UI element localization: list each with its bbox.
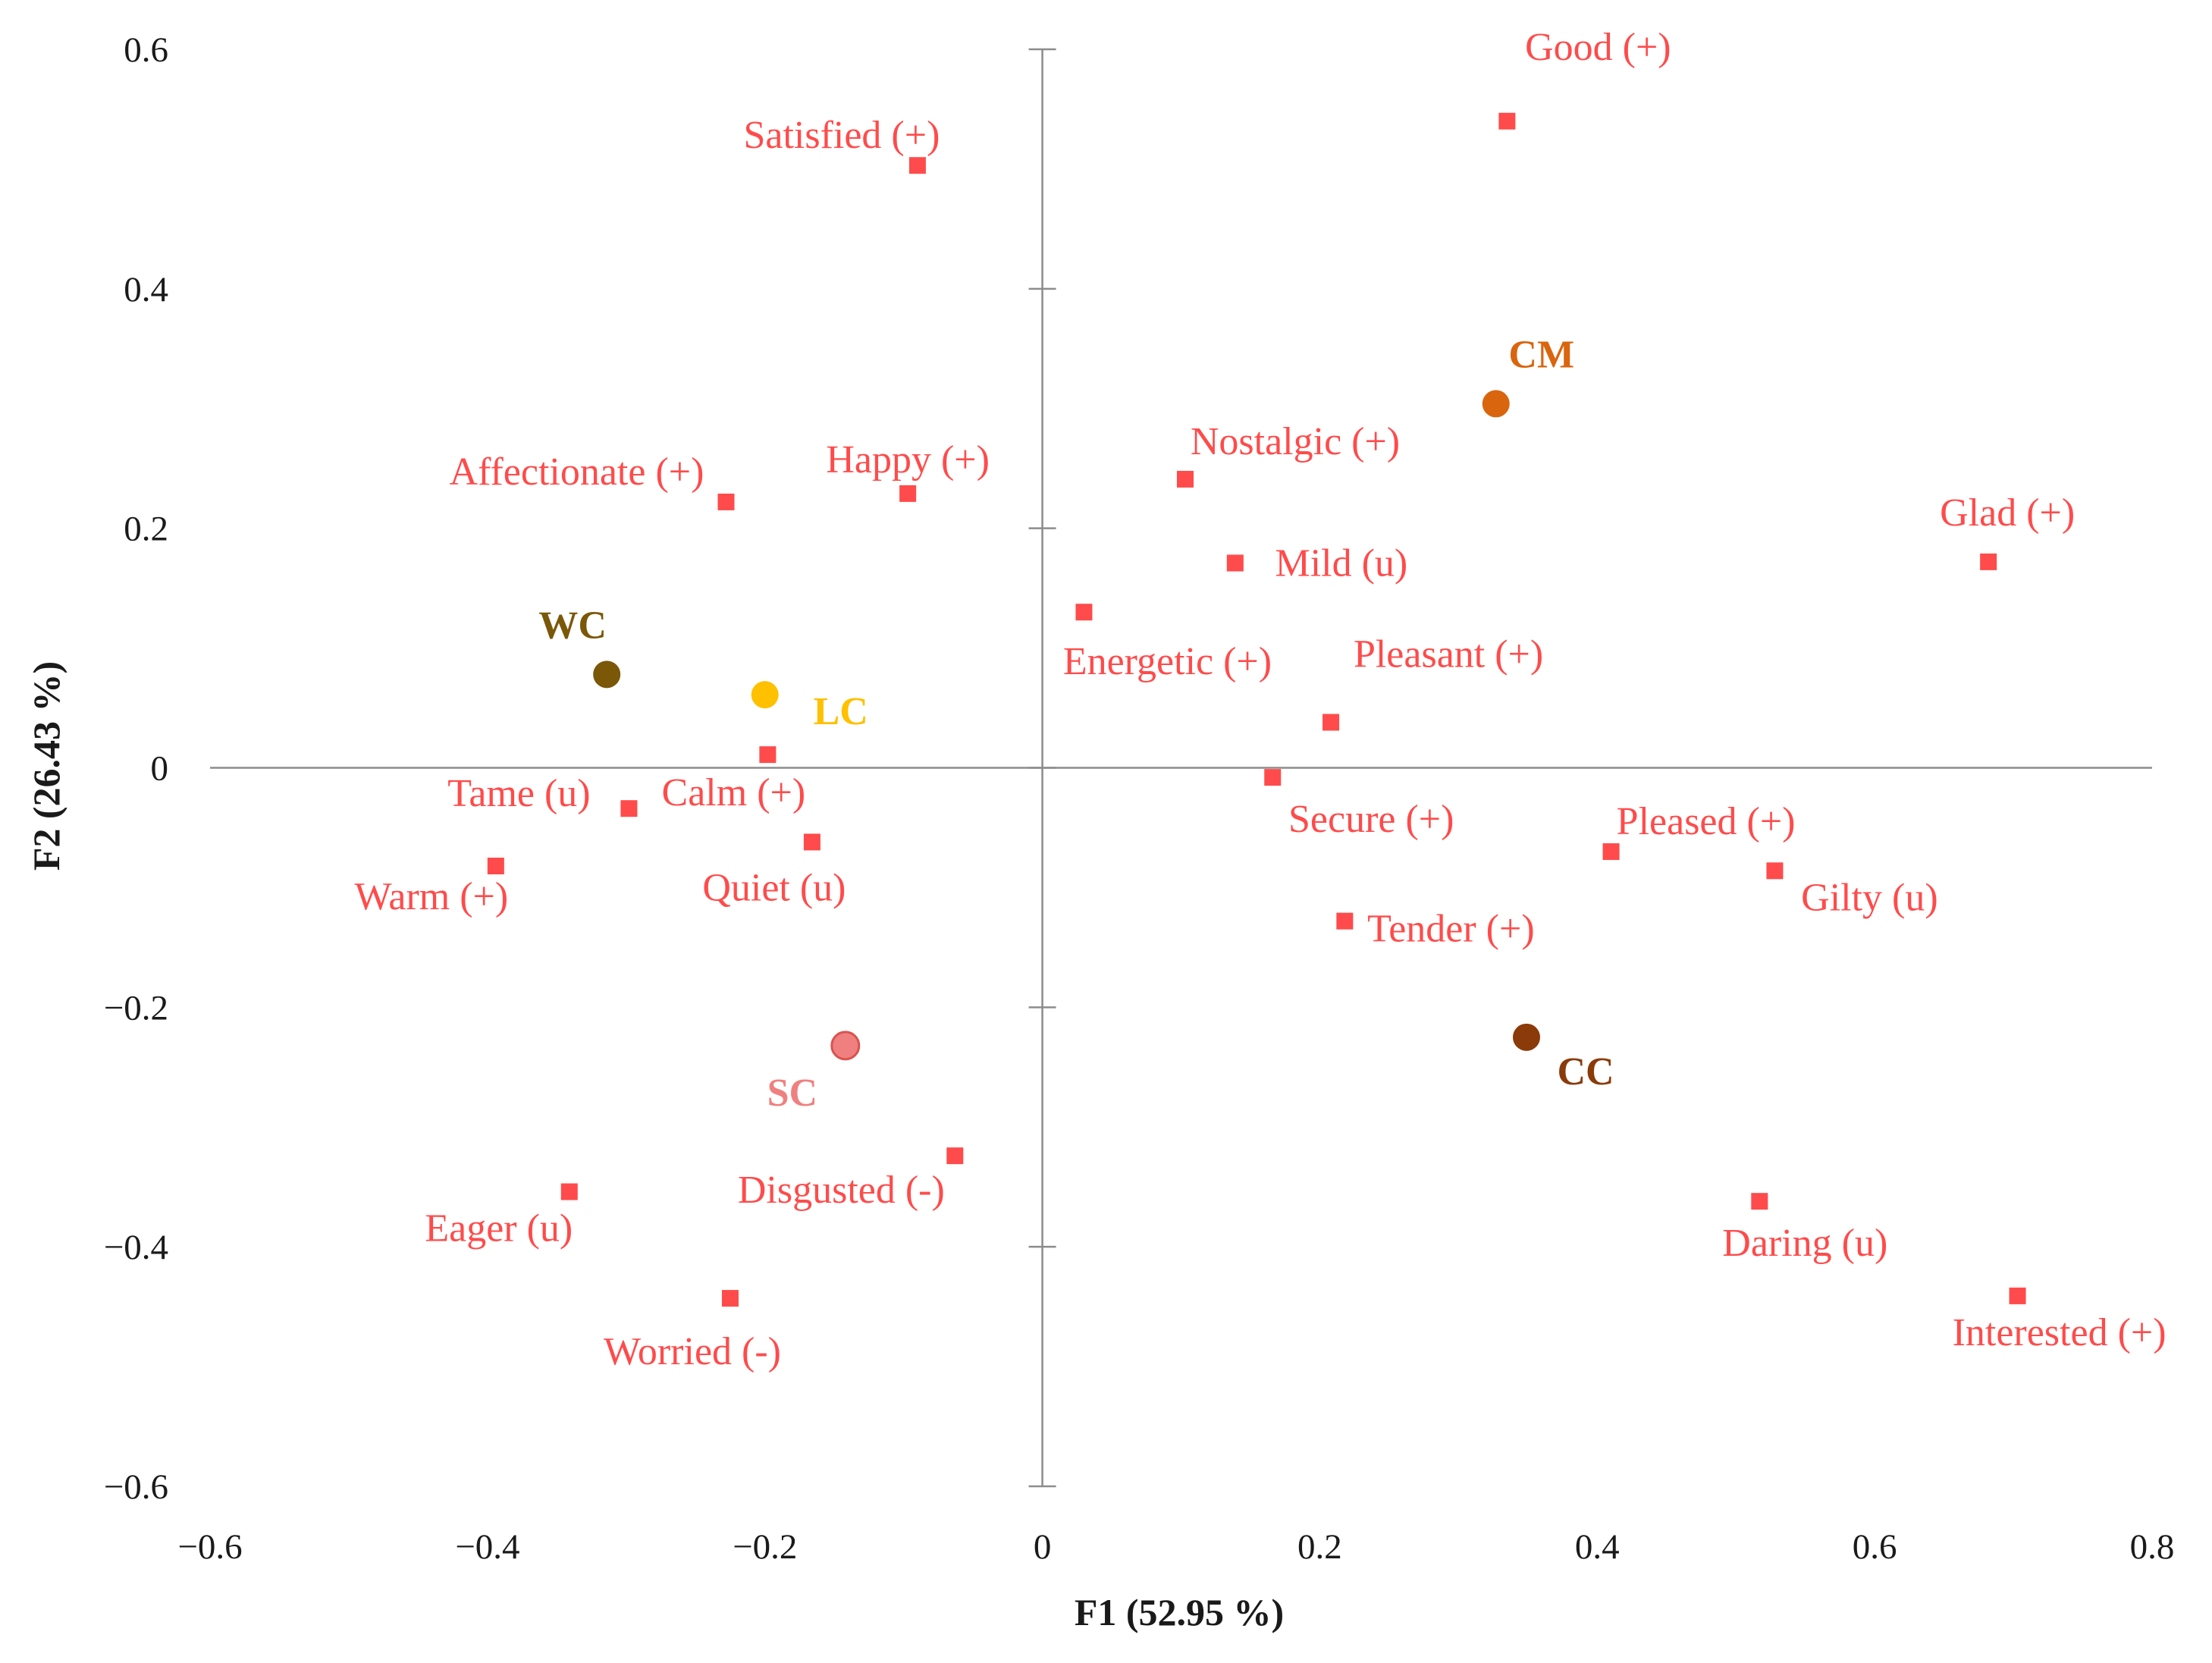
point-calm xyxy=(759,746,777,764)
point-lc xyxy=(751,681,779,709)
point-eager-u xyxy=(560,1183,578,1200)
point-secure xyxy=(1264,769,1282,786)
label-sc: SC xyxy=(767,1072,817,1115)
y-tick-label: 0.6 xyxy=(124,30,168,70)
label-secure: Secure (+) xyxy=(1288,798,1454,841)
label-affectionate: Affectionate (+) xyxy=(450,450,704,494)
label-calm: Calm (+) xyxy=(662,771,806,814)
point-worried xyxy=(721,1290,739,1307)
point-satisfied xyxy=(908,157,926,174)
point-pleasant xyxy=(1322,714,1340,731)
y-tick-label: 0 xyxy=(151,749,169,789)
label-pleased: Pleased (+) xyxy=(1617,800,1796,843)
label-cc: CC xyxy=(1557,1050,1614,1094)
point-sc xyxy=(830,1031,861,1061)
label-quiet-u: Quiet (u) xyxy=(702,866,846,909)
x-tick-label: −0.6 xyxy=(177,1527,242,1567)
point-cc xyxy=(1512,1023,1540,1051)
point-energetic xyxy=(1075,604,1093,621)
label-daring-u: Daring (u) xyxy=(1722,1222,1887,1265)
label-lc: LC xyxy=(814,690,868,733)
y-tick-label: 0.2 xyxy=(124,510,168,549)
label-wc: WC xyxy=(538,604,607,647)
label-warm: Warm (+) xyxy=(354,875,508,918)
label-pleasant: Pleasant (+) xyxy=(1354,632,1543,676)
label-eager-u: Eager (u) xyxy=(425,1207,573,1250)
point-nostalgic xyxy=(1176,470,1194,488)
point-happy xyxy=(899,485,917,502)
label-gilty-u: Gilty (u) xyxy=(1801,876,1938,919)
y-axis-ticks: −0.6 −0.4 −0.2 0 0.2 0.4 0.6 xyxy=(104,30,1056,1507)
label-good: Good (+) xyxy=(1525,26,1671,69)
x-tick-label: −0.2 xyxy=(733,1527,797,1567)
axes xyxy=(210,49,2152,1486)
point-pleased xyxy=(1602,843,1620,861)
label-energetic: Energetic (+) xyxy=(1063,640,1272,683)
point-warm xyxy=(487,857,504,874)
x-tick-label: 0.4 xyxy=(1575,1527,1620,1567)
x-axis-ticks: −0.6 −0.4 −0.2 0 0.2 0.4 0.6 0.8 xyxy=(177,1527,2174,1567)
point-glad xyxy=(1980,553,1997,570)
label-happy: Happy (+) xyxy=(826,438,990,482)
y-tick-label: −0.4 xyxy=(104,1228,168,1267)
y-tick-label: 0.4 xyxy=(124,270,168,309)
point-gilty-u xyxy=(1766,862,1784,880)
data-marks: Good (+) Satisfied (+) Nostalgic (+) Glad (… xyxy=(354,26,2166,1373)
label-satisfied: Satisfied (+) xyxy=(743,114,940,157)
y-tick-label: −0.2 xyxy=(104,988,168,1028)
x-tick-label: 0 xyxy=(1034,1527,1052,1567)
x-axis-title: F1 (52.95 %) xyxy=(1075,1591,1284,1633)
label-glad: Glad (+) xyxy=(1940,491,2075,535)
point-tame-u xyxy=(620,800,638,817)
point-disgusted xyxy=(946,1147,964,1165)
point-wc xyxy=(593,660,621,689)
label-tame-u: Tame (u) xyxy=(447,772,590,815)
y-tick-label: −0.6 xyxy=(104,1467,168,1507)
x-tick-label: 0.2 xyxy=(1297,1527,1342,1567)
label-mild-u: Mild (u) xyxy=(1275,541,1407,585)
x-tick-label: −0.4 xyxy=(455,1527,519,1567)
label-interested: Interested (+) xyxy=(1953,1311,2167,1354)
label-disgusted: Disgusted (-) xyxy=(738,1169,945,1212)
point-cm xyxy=(1482,390,1510,418)
y-axis-title: F2 (26.43 %) xyxy=(25,661,67,871)
label-tender: Tender (+) xyxy=(1367,908,1535,951)
point-quiet-u xyxy=(803,833,820,851)
x-tick-label: 0.8 xyxy=(2130,1527,2175,1567)
label-cm: CM xyxy=(1508,333,1574,376)
label-worried: Worried (-) xyxy=(604,1330,781,1373)
point-interested xyxy=(2009,1287,2026,1304)
point-daring-u xyxy=(1751,1193,1768,1210)
point-mild-u xyxy=(1226,554,1244,572)
point-affectionate xyxy=(717,493,735,510)
label-nostalgic: Nostalgic (+) xyxy=(1191,420,1400,463)
point-tender xyxy=(1336,912,1354,930)
point-good xyxy=(1498,112,1516,130)
x-tick-label: 0.6 xyxy=(1853,1527,1897,1567)
